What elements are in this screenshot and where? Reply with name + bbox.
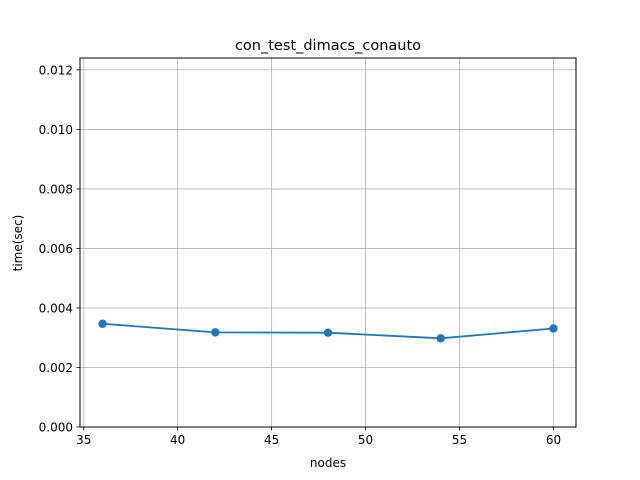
series-layer: [98, 319, 558, 343]
plot-frame: [79, 57, 577, 428]
x-tick-label: 60: [546, 433, 561, 447]
x-axis-label: nodes: [310, 456, 346, 470]
y-tick-label: 0.010: [39, 123, 73, 137]
x-tick-label: 50: [358, 433, 373, 447]
data-point: [436, 334, 445, 343]
x-tick-label: 40: [170, 433, 185, 447]
y-tick-label: 0.008: [39, 182, 73, 196]
x-tick-label: 45: [264, 433, 279, 447]
data-point: [211, 328, 220, 337]
y-tick-label: 0.004: [39, 301, 73, 315]
chart-title: con_test_dimacs_conauto: [235, 38, 421, 54]
y-axis-label: time(sec): [11, 215, 25, 272]
data-point: [549, 324, 558, 333]
y-tick-label: 0.002: [39, 361, 73, 375]
grid: [80, 58, 576, 428]
x-tick-label: 55: [452, 433, 467, 447]
y-tick-label: 0.000: [39, 421, 73, 435]
x-tick-label: 35: [76, 433, 91, 447]
axis-ticks: 35 40 45 50 55 60 0.000 0.002 0.004 0.006 0.008 0.0…: [39, 63, 561, 447]
y-tick-label: 0.006: [39, 242, 73, 256]
y-tick-label: 0.012: [39, 63, 73, 77]
data-point: [323, 328, 333, 337]
data-point: [98, 319, 107, 328]
